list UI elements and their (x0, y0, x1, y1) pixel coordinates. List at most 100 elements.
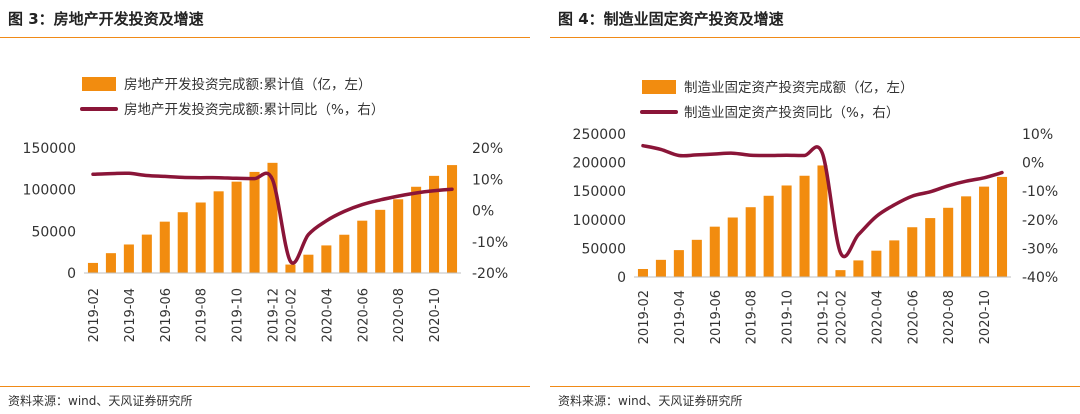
bar (655, 259, 666, 277)
chart-title: 图 3：房地产开发投资及增速 (8, 10, 204, 28)
source-note: 资料来源：wind、天风证券研究所 (558, 394, 743, 408)
x-tick-label: 2019-06 (159, 288, 174, 342)
bar (159, 221, 170, 273)
legend-swatch-bar (82, 77, 116, 91)
bar (781, 185, 792, 277)
bar (429, 175, 440, 273)
x-tick-label: 2020-06 (356, 288, 371, 342)
y-left-tick-label: 150000 (573, 184, 626, 200)
real-estate-investment-chart: 房地产开发投资完成额:累计值（亿，左） 房地产开发投资完成额:累计同比（%，右） 0… (23, 77, 508, 342)
bar (141, 234, 152, 273)
y-right-tick-label: 20% (472, 141, 503, 157)
source-divider (550, 386, 1080, 387)
x-tick-label: 2020-02 (284, 288, 299, 342)
bar (321, 245, 332, 273)
source-note: 资料来源：wind、天风证券研究所 (8, 394, 193, 408)
bar (393, 199, 404, 273)
y-left-tick-label: 0 (67, 266, 76, 282)
bar (375, 209, 386, 273)
y-right-tick-label: -10% (1022, 184, 1058, 200)
bar (123, 244, 134, 273)
y-right-tick-label: -20% (472, 266, 508, 282)
legend-label-bar: 房地产开发投资完成额:累计值（亿，左） (124, 77, 372, 93)
bar (249, 171, 260, 273)
bar (996, 176, 1008, 277)
x-tick-label: 2019-02 (87, 288, 102, 342)
bar (446, 165, 458, 273)
bar (979, 186, 990, 277)
bar (925, 218, 936, 277)
y-right-tick-label: 0% (1022, 156, 1044, 172)
y-right-tick-label: 10% (472, 172, 503, 188)
x-tick-label: 2020-08 (942, 290, 957, 344)
x-tick-label: 2020-04 (870, 290, 885, 344)
bar (853, 260, 864, 277)
bar (763, 195, 774, 277)
y-right-tick-label: -10% (472, 235, 508, 251)
x-tick-label: 2020-02 (834, 290, 849, 344)
y-left-tick-label: 200000 (573, 156, 626, 172)
legend-label-line: 房地产开发投资完成额:累计同比（%，右） (124, 102, 384, 118)
bar (177, 212, 188, 273)
y-left-tick-label: 100000 (573, 213, 626, 229)
x-tick-label: 2019-06 (709, 290, 724, 344)
bar (231, 181, 242, 273)
source-divider (0, 386, 530, 387)
chart-panel-manufacturing: 图 4：制造业固定资产投资及增速 制造业固定资产投资完成额（亿，左） 制造业固定资… (550, 0, 1080, 414)
bar (673, 250, 684, 277)
x-tick-label: 2019-10 (231, 288, 246, 342)
bar (871, 250, 882, 277)
bar (285, 264, 296, 273)
y-right-tick-label: 0% (472, 204, 494, 220)
x-tick-label: 2019-12 (267, 288, 282, 342)
x-tick-label: 2019-04 (673, 290, 688, 344)
x-tick-label: 2020-10 (428, 288, 443, 342)
chart-panel-real-estate: 图 3：房地产开发投资及增速 房地产开发投资完成额:累计值（亿，左） 房地产开发投… (0, 0, 530, 414)
y-right-tick-label: -30% (1022, 241, 1058, 257)
series-line (91, 171, 454, 265)
bar (961, 196, 972, 277)
y-left-tick-label: 250000 (573, 127, 626, 143)
y-left-tick-label: 150000 (23, 141, 76, 157)
chart-title: 图 4：制造业固定资产投资及增速 (558, 10, 784, 28)
bar (691, 239, 702, 277)
bar (213, 191, 224, 273)
x-tick-label: 2020-10 (978, 290, 993, 344)
legend: 制造业固定资产投资完成额（亿，左） 制造业固定资产投资同比（%，右） (640, 80, 914, 121)
bar (195, 202, 206, 273)
bar (267, 162, 278, 273)
x-tick-label: 2019-10 (781, 290, 796, 344)
series-line (641, 143, 1004, 259)
legend: 房地产开发投资完成额:累计值（亿，左） 房地产开发投资完成额:累计同比（%，右） (80, 77, 384, 118)
bar (87, 262, 99, 273)
bar (709, 226, 720, 277)
y-right-tick-label: 10% (1022, 127, 1053, 143)
y-right-tick-label: -40% (1022, 270, 1058, 286)
bar (835, 270, 846, 277)
x-tick-label: 2020-08 (392, 288, 407, 342)
x-tick-label: 2019-08 (195, 288, 210, 342)
manufacturing-investment-chart: 制造业固定资产投资完成额（亿，左） 制造业固定资产投资同比（%，右） 0 50000 1… (573, 80, 1058, 344)
bar (799, 175, 810, 277)
bar (817, 165, 828, 277)
bar (727, 217, 738, 277)
x-tick-label: 2020-06 (906, 290, 921, 344)
title-divider (550, 37, 1080, 38)
y-right-tick-label: -20% (1022, 213, 1058, 229)
bar (889, 240, 900, 277)
legend-swatch-bar (642, 80, 676, 94)
y-left-tick-label: 0 (617, 270, 626, 286)
legend-label-bar: 制造业固定资产投资完成额（亿，左） (684, 80, 914, 96)
x-tick-label: 2019-08 (745, 290, 760, 344)
bar (411, 186, 422, 273)
bar (357, 220, 368, 273)
bar (943, 207, 954, 277)
x-tick-label: 2020-04 (320, 288, 335, 342)
bar (637, 268, 649, 277)
bar (907, 227, 918, 277)
bar (303, 254, 314, 273)
x-tick-label: 2019-02 (637, 290, 652, 344)
y-left-tick-label: 50000 (31, 224, 76, 240)
y-left-tick-label: 50000 (581, 241, 626, 257)
bar (339, 234, 350, 273)
